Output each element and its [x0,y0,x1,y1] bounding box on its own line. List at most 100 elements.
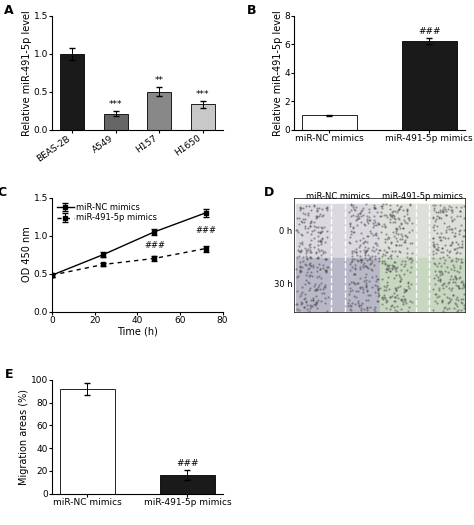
Point [398,296,405,304]
Point [392,241,400,249]
Point [351,265,359,273]
Point [369,218,377,227]
Point [441,302,449,311]
Point [454,244,461,252]
Point [454,240,462,248]
Point [437,201,444,209]
Point [458,243,466,251]
Point [388,247,395,255]
Point [429,213,437,222]
Point [429,306,437,314]
Point [388,264,396,272]
Point [398,235,405,244]
Text: ###: ### [144,240,165,250]
Point [382,296,390,304]
Point [405,216,413,225]
Point [298,290,305,299]
Point [439,233,447,241]
Point [346,237,353,246]
Point [299,215,307,223]
Point [437,235,445,244]
Point [392,293,399,301]
Point [356,300,363,309]
Point [458,284,465,292]
Point [458,257,465,266]
Point [365,205,373,213]
Point [322,268,330,277]
Point [401,297,408,305]
Point [347,278,355,287]
Point [293,304,301,313]
Point [361,237,369,246]
Point [356,251,364,260]
Point [457,306,465,314]
Point [457,295,465,303]
Point [376,284,384,292]
Point [364,232,371,240]
Point [295,306,302,314]
Bar [103,113,128,130]
Point [302,261,310,269]
Point [460,281,468,289]
Point [299,231,306,239]
Point [358,205,365,214]
Point [371,203,378,212]
Point [452,274,459,282]
Point [429,247,437,255]
Point [457,243,465,251]
Point [293,226,301,234]
Point [372,221,379,229]
Point [445,284,453,292]
Point [433,228,441,237]
Point [309,263,317,271]
Point [400,287,408,296]
Point [370,221,377,229]
Point [391,297,399,306]
Point [299,288,306,296]
Point [392,284,399,292]
Point [383,304,390,312]
Point [355,299,362,307]
Point [392,224,400,232]
Point [371,203,378,212]
Point [374,249,382,257]
Point [397,277,404,285]
Point [404,279,412,287]
Point [390,212,397,220]
Point [361,274,369,282]
Point [401,287,409,296]
Point [396,235,404,244]
Point [297,230,304,238]
Point [440,203,447,211]
Point [449,278,456,286]
Point [450,263,458,271]
Point [354,214,361,222]
Point [359,263,367,271]
Point [351,269,359,278]
Point [356,284,364,292]
Point [356,247,364,255]
Point [321,248,328,256]
Point [366,253,374,261]
Point [393,251,401,260]
Bar [160,475,215,493]
Point [431,201,439,209]
Point [359,261,366,269]
Point [362,262,370,270]
Point [299,203,307,212]
Point [324,293,331,301]
Point [362,254,369,262]
Point [362,281,370,290]
Point [361,249,369,257]
Point [323,232,330,240]
Point [455,274,463,282]
Point [387,238,395,247]
Point [384,233,392,241]
Point [439,248,447,256]
Point [443,211,450,219]
Point [294,272,301,280]
Point [386,215,394,223]
Point [390,213,398,222]
Point [446,278,453,287]
Point [433,212,440,220]
